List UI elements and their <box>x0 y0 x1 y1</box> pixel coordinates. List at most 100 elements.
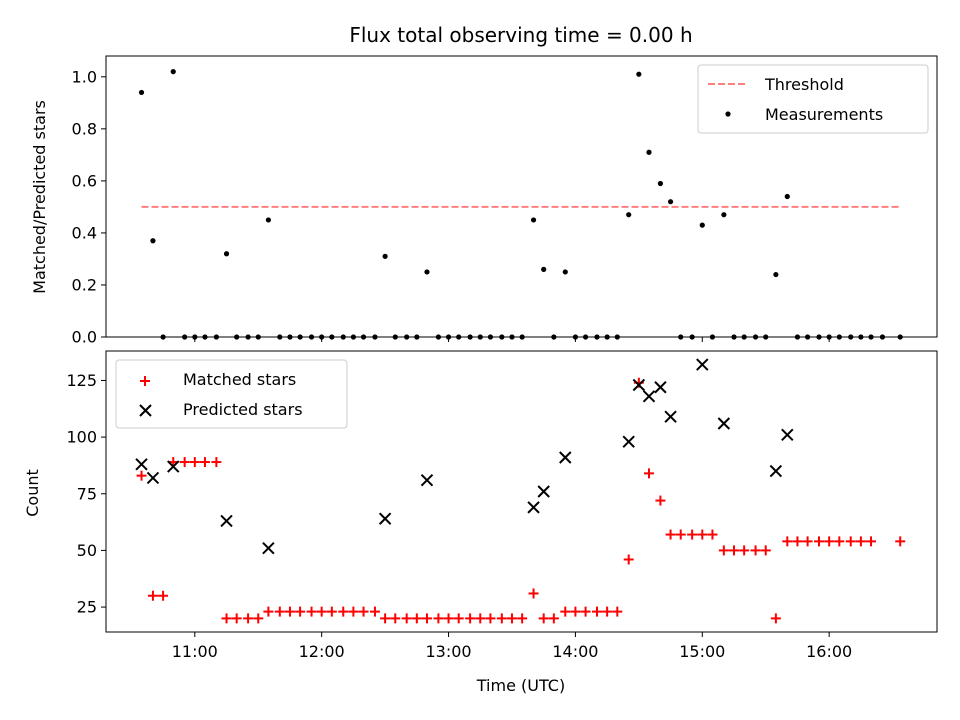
predicted-point <box>220 514 233 528</box>
predicted-point <box>632 378 646 392</box>
matched-point <box>506 613 517 624</box>
top-y-tick: 1.0 <box>72 67 106 86</box>
matched-point <box>707 529 718 540</box>
measurement-point <box>223 251 230 257</box>
predicted-point <box>622 435 635 448</box>
matched-point <box>548 613 559 624</box>
bottom-legend-frame <box>115 359 348 429</box>
matched-point <box>538 613 549 624</box>
top-y-tick-label: 0.4 <box>72 223 97 242</box>
matched-point <box>834 536 845 547</box>
predicted-point <box>654 381 667 394</box>
measurement-point <box>150 238 156 244</box>
matched-point <box>253 613 264 624</box>
legend-predicted-swatch <box>139 404 152 417</box>
bottom-y-tick-label: 100 <box>66 428 97 447</box>
matched-point <box>770 613 781 624</box>
predicted-point <box>537 485 550 498</box>
matched-point <box>453 613 464 624</box>
matched-point <box>411 613 422 624</box>
matched-point <box>866 536 877 547</box>
top-axes-frame <box>105 55 938 338</box>
top-legend: Threshold Measurements <box>697 64 929 134</box>
matched-point <box>211 457 222 468</box>
predicted-point <box>769 464 783 478</box>
matched-point <box>306 606 317 617</box>
top-y-tick: 0.8 <box>72 119 106 138</box>
top-y-tick: 0.2 <box>72 275 106 294</box>
matched-point <box>295 606 306 617</box>
matched-point <box>263 606 274 617</box>
matched-point <box>655 495 666 506</box>
matched-point <box>591 606 602 617</box>
bottom-x-tick-label: 14:00 <box>552 642 598 661</box>
bottom-x-axis: 11:00 12:00 13:00 14:00 15:00 16:00 <box>172 632 852 661</box>
bottom-x-tick-label: 16:00 <box>806 642 852 661</box>
legend-measurements-label: Measurements <box>765 105 883 124</box>
predicted-point <box>781 428 794 442</box>
legend-predicted-label: Predicted stars <box>183 400 303 419</box>
matched-point <box>729 545 740 556</box>
top-x-axis <box>194 337 830 342</box>
matched-point <box>760 545 771 556</box>
matched-point <box>401 613 412 624</box>
predicted-point <box>642 390 656 403</box>
matched-point <box>739 545 750 556</box>
matched-point <box>697 529 708 540</box>
predicted-point <box>559 451 572 464</box>
matched-point <box>782 536 793 547</box>
predicted-point <box>420 473 434 487</box>
bottom-x-tick: 14:00 <box>552 632 598 661</box>
matched-point <box>528 588 539 599</box>
matched-point <box>814 536 825 547</box>
series-predicted-stars <box>135 358 794 555</box>
matched-point <box>274 606 285 617</box>
matched-point <box>147 590 158 601</box>
bottom-y-tick-label: 25 <box>77 598 97 617</box>
matched-point <box>221 613 232 624</box>
bottom-x-tick: 12:00 <box>299 632 345 661</box>
matched-point <box>517 613 528 624</box>
matched-point <box>465 613 476 624</box>
predicted-point <box>262 541 275 555</box>
top-y-tick: 0.0 <box>72 328 106 347</box>
top-legend-frame <box>697 64 929 134</box>
matched-point <box>560 606 571 617</box>
predicted-point <box>664 410 677 423</box>
matched-point <box>199 457 210 468</box>
measurement-point <box>138 89 145 96</box>
bottom-axes-frame <box>105 350 938 633</box>
bottom-plot-area <box>135 358 906 624</box>
bottom-y-tick: 75 <box>77 484 106 503</box>
matched-point <box>421 613 432 624</box>
bottom-legend: Matched stars Predicted stars <box>115 359 348 429</box>
legend-matched-swatch <box>140 376 150 386</box>
matched-point <box>284 606 295 617</box>
matched-point <box>644 468 655 479</box>
matched-point <box>243 613 254 624</box>
bottom-y-tick-label: 50 <box>77 541 97 560</box>
matched-point <box>612 606 623 617</box>
bottom-y-tick: 100 <box>66 428 106 447</box>
measurement-point <box>784 193 790 200</box>
x-axis-label: Time (UTC) <box>476 676 565 695</box>
bottom-y-tick-label: 125 <box>66 371 97 390</box>
bottom-y-axis: 25 50 75 100 125 <box>66 371 106 617</box>
matched-point <box>792 536 803 547</box>
measurement-point <box>646 149 652 155</box>
bottom-y-tick: 50 <box>77 541 106 560</box>
top-y-tick: 0.4 <box>72 223 106 242</box>
bottom-y-tick-label: 75 <box>77 484 97 503</box>
top-y-tick-label: 0.0 <box>72 328 97 347</box>
predicted-point <box>378 512 392 525</box>
matched-point <box>475 613 486 624</box>
matched-point <box>623 554 634 565</box>
predicted-point <box>696 358 709 371</box>
matched-point <box>348 606 359 617</box>
matched-point <box>338 606 349 617</box>
measurement-point <box>657 180 664 187</box>
measurement-point <box>541 266 547 272</box>
top-y-tick-label: 0.8 <box>72 119 97 138</box>
matched-point <box>824 536 835 547</box>
